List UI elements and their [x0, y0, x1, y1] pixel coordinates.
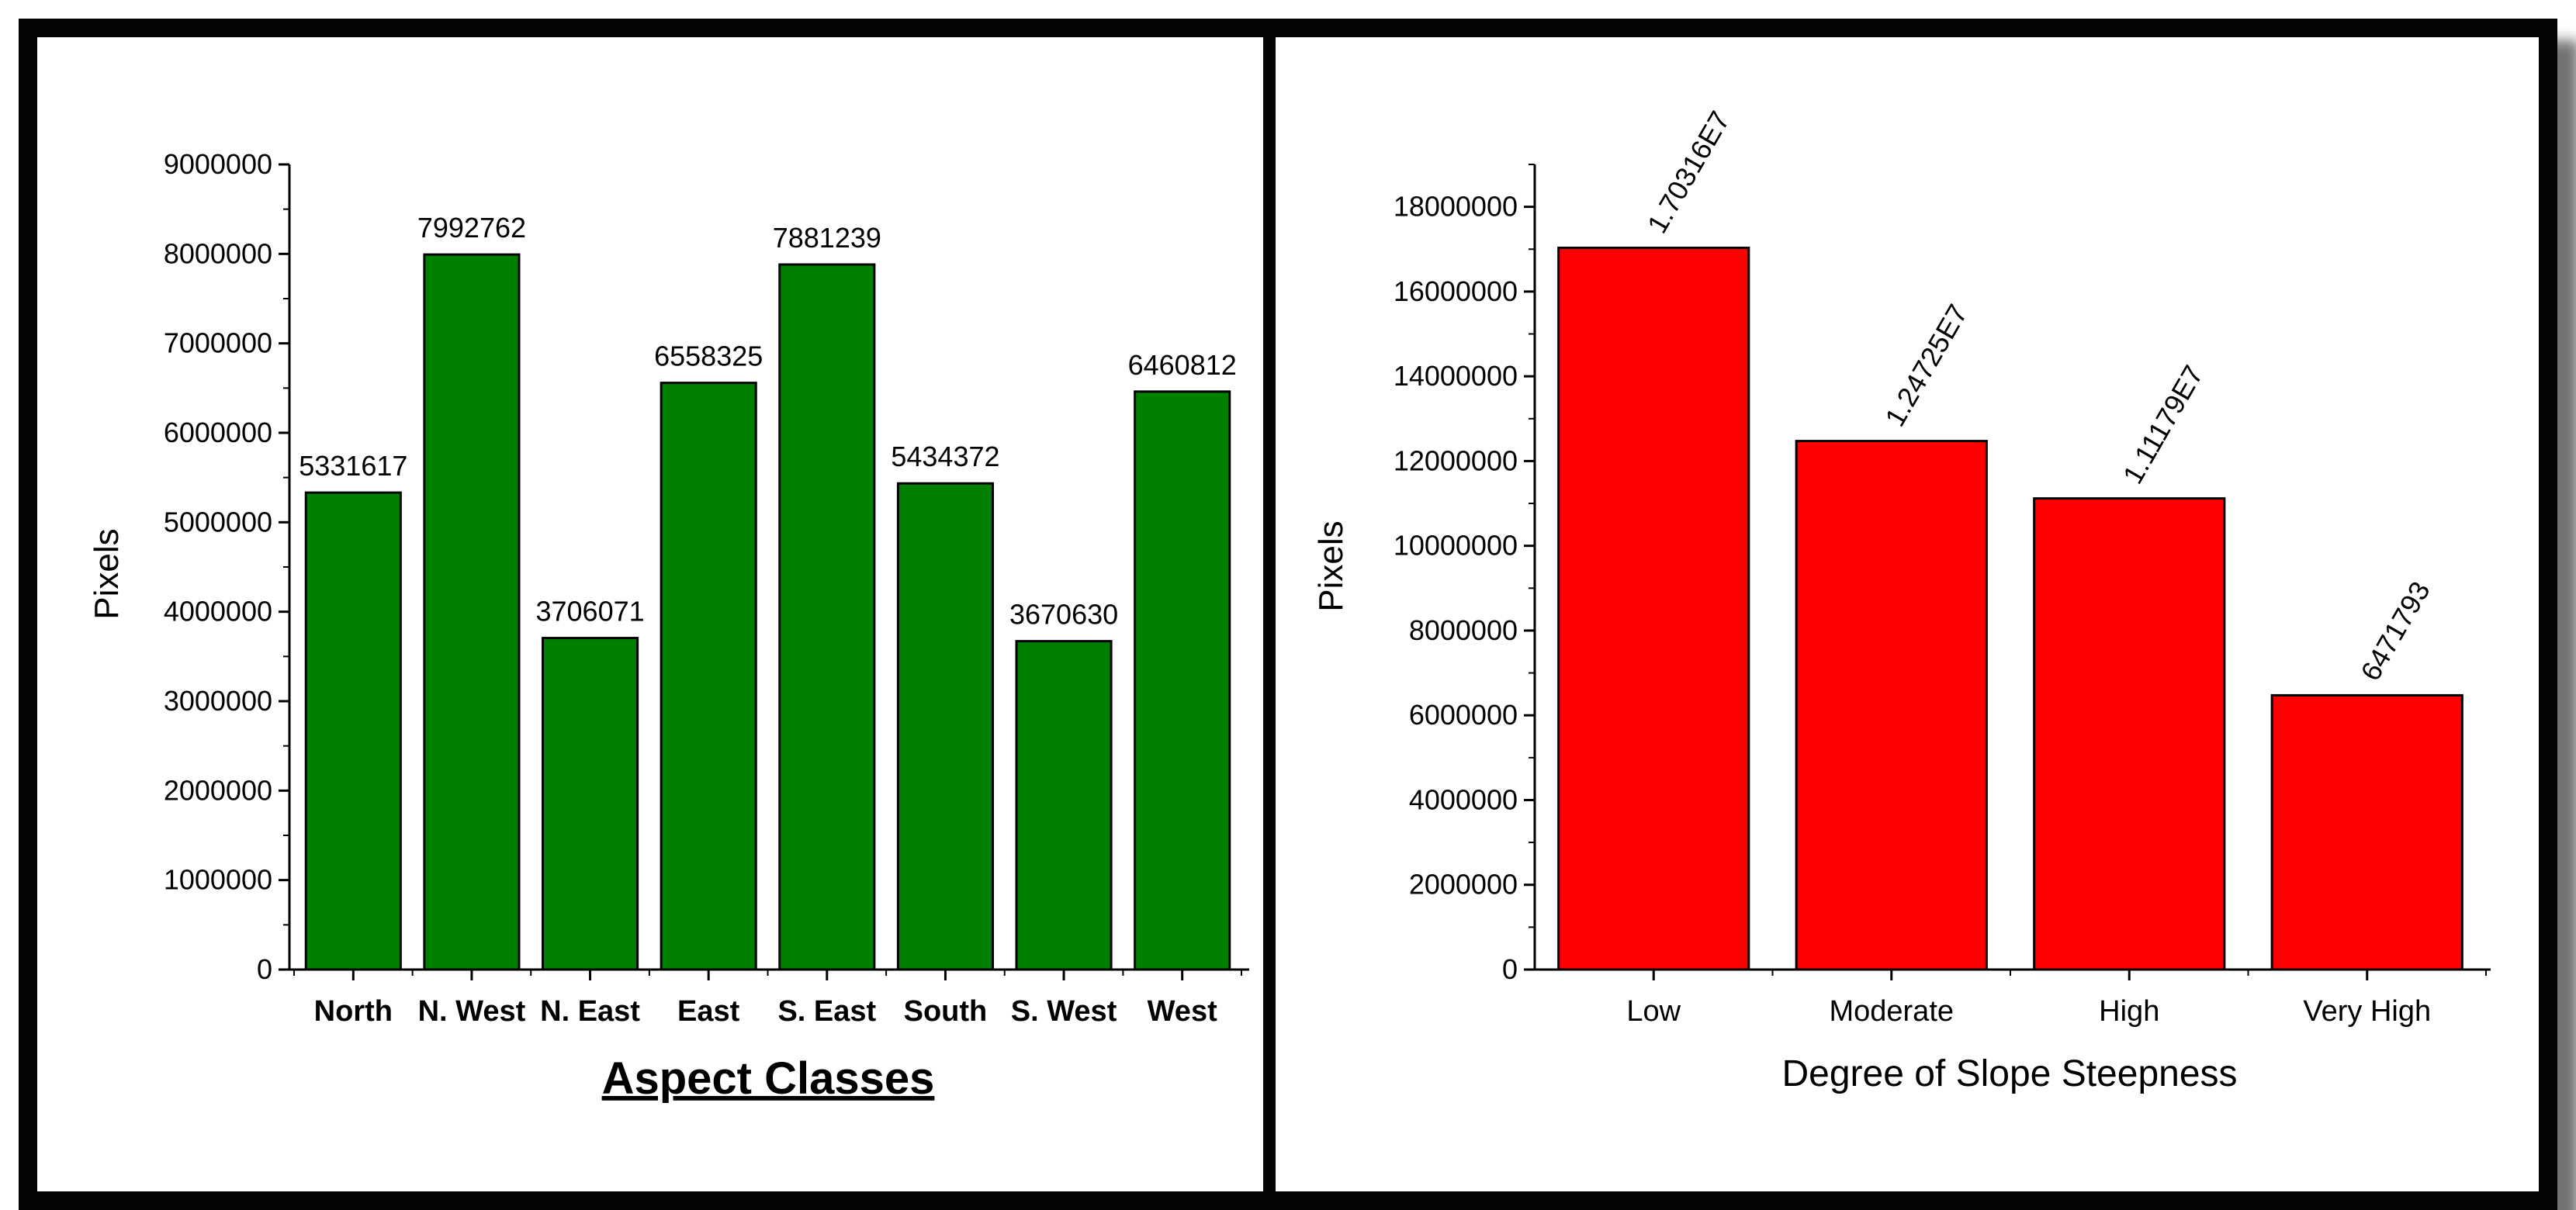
aspect-y-tick-label: 3000000 [164, 685, 272, 717]
slope-bar [2033, 497, 2226, 971]
slope-y-tick-label: 4000000 [1409, 783, 1518, 815]
aspect-y-tick-label: 9000000 [164, 148, 272, 180]
aspect-category-label: North [314, 995, 393, 1028]
slope-bar [1557, 247, 1750, 971]
slope-y-tick-label: 8000000 [1409, 614, 1518, 646]
aspect-category-label: West [1148, 995, 1217, 1028]
slope-y-axis-label: Pixels [1312, 520, 1350, 611]
slope-x-axis-title: Degree of Slope Steepness [1781, 1053, 2237, 1094]
aspect-bar [896, 482, 994, 971]
aspect-value-label: 6558325 [654, 341, 763, 372]
aspect-category-label: South [904, 995, 988, 1028]
aspect-bar [660, 382, 757, 971]
aspect-bar [1015, 640, 1113, 971]
aspect-y-tick-label: 1000000 [164, 864, 272, 896]
aspect-category-label: N. East [540, 995, 640, 1028]
aspect-bar [542, 637, 639, 971]
aspect-bar [304, 491, 402, 971]
aspect-x-axis-title: Aspect Classes [602, 1053, 935, 1104]
slope-category-label: Very High [2303, 995, 2431, 1028]
slope-category-label: Moderate [1829, 995, 1954, 1028]
aspect-value-label: 5331617 [299, 450, 407, 482]
slope-y-tick-label: 6000000 [1409, 699, 1518, 731]
slope-category-label: Low [1626, 995, 1681, 1028]
aspect-y-axis-label: Pixels [88, 528, 126, 619]
aspect-category-label: East [677, 995, 740, 1028]
aspect-value-label: 6460812 [1128, 349, 1237, 381]
aspect-y-tick-label: 6000000 [164, 417, 272, 448]
aspect-y-tick-label: 8000000 [164, 237, 272, 269]
slope-value-label: 1.70316E7 [1641, 105, 1736, 238]
slope-y-tick-label: 14000000 [1394, 360, 1518, 392]
slope-bars: Low 1.70316E7 Moderate 1.24725E7 High 1.11179… [1557, 105, 2463, 1028]
slope-y-tick-label: 16000000 [1394, 275, 1518, 307]
aspect-value-label: 3706071 [535, 596, 644, 627]
aspect-bar [778, 263, 876, 971]
slope-y-tick-label: 18000000 [1394, 191, 1518, 223]
slope-chart: 0 2000000 4000000 6000000 8000000 10000000 120… [1312, 105, 2491, 1094]
slope-bar [1795, 440, 1988, 971]
slope-bar [2270, 693, 2463, 971]
aspect-value-label: 3670630 [1009, 599, 1118, 631]
slope-y-tick-label: 0 [1502, 953, 1518, 985]
aspect-y-tick-label: 2000000 [164, 774, 272, 806]
slope-yaxis: 0 2000000 4000000 6000000 8000000 10000000 120… [1394, 164, 2491, 985]
slope-value-label: 6471793 [2354, 576, 2436, 686]
aspect-y-tick-label: 0 [257, 953, 272, 985]
slope-y-tick-label: 10000000 [1394, 530, 1518, 562]
aspect-value-label: 5434372 [891, 441, 999, 472]
aspect-yaxis: 0 1000000 2000000 3000000 4000000 5000000 6000… [164, 148, 1249, 985]
aspect-y-tick-label: 4000000 [164, 596, 272, 627]
aspect-value-label: 7881239 [773, 222, 881, 254]
aspect-value-label: 7992762 [417, 212, 526, 244]
slope-value-label: 1.24725E7 [1878, 299, 1974, 431]
aspect-chart: 0 1000000 2000000 3000000 4000000 5000000 6000… [88, 148, 1249, 1104]
aspect-category-label: N. West [418, 995, 526, 1028]
aspect-category-label: S. West [1011, 995, 1117, 1028]
aspect-y-tick-label: 5000000 [164, 506, 272, 538]
slope-value-label: 1.11179E7 [2117, 360, 2210, 489]
aspect-bar [1134, 390, 1231, 971]
aspect-bar [423, 253, 521, 971]
slope-category-label: High [2099, 995, 2159, 1028]
aspect-bars: North 5331617 N. West 7992762 N. East 3706071… [299, 212, 1237, 1028]
panel-divider [1263, 19, 1276, 1191]
slope-y-tick-label: 2000000 [1409, 869, 1518, 901]
aspect-category-label: S. East [777, 995, 876, 1028]
slope-y-tick-label: 12000000 [1394, 444, 1518, 476]
aspect-y-tick-label: 7000000 [164, 327, 272, 359]
